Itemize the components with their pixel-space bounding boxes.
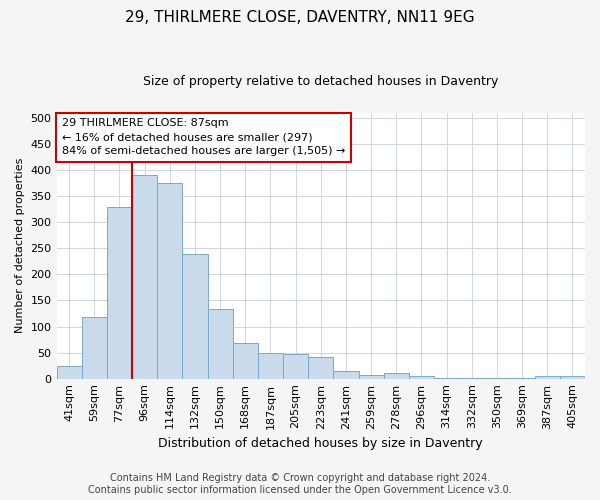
Bar — [157, 183, 182, 378]
Bar — [383, 374, 409, 378]
Bar — [107, 206, 132, 378]
X-axis label: Distribution of detached houses by size in Daventry: Distribution of detached houses by size … — [158, 437, 483, 450]
Bar — [182, 254, 208, 378]
Text: 29, THIRLMERE CLOSE, DAVENTRY, NN11 9EG: 29, THIRLMERE CLOSE, DAVENTRY, NN11 9EG — [125, 10, 475, 25]
Bar — [56, 366, 82, 378]
Text: Contains HM Land Registry data © Crown copyright and database right 2024.
Contai: Contains HM Land Registry data © Crown c… — [88, 474, 512, 495]
Bar — [359, 374, 383, 378]
Bar — [208, 310, 233, 378]
Bar — [535, 376, 560, 378]
Bar — [283, 354, 308, 378]
Bar — [308, 357, 334, 378]
Bar — [258, 352, 283, 378]
Text: 29 THIRLMERE CLOSE: 87sqm
← 16% of detached houses are smaller (297)
84% of semi: 29 THIRLMERE CLOSE: 87sqm ← 16% of detac… — [62, 118, 345, 156]
Bar — [409, 376, 434, 378]
Bar — [560, 376, 585, 378]
Bar — [334, 371, 359, 378]
Bar — [132, 176, 157, 378]
Y-axis label: Number of detached properties: Number of detached properties — [15, 158, 25, 334]
Bar — [233, 343, 258, 378]
Bar — [82, 317, 107, 378]
Title: Size of property relative to detached houses in Daventry: Size of property relative to detached ho… — [143, 75, 499, 88]
